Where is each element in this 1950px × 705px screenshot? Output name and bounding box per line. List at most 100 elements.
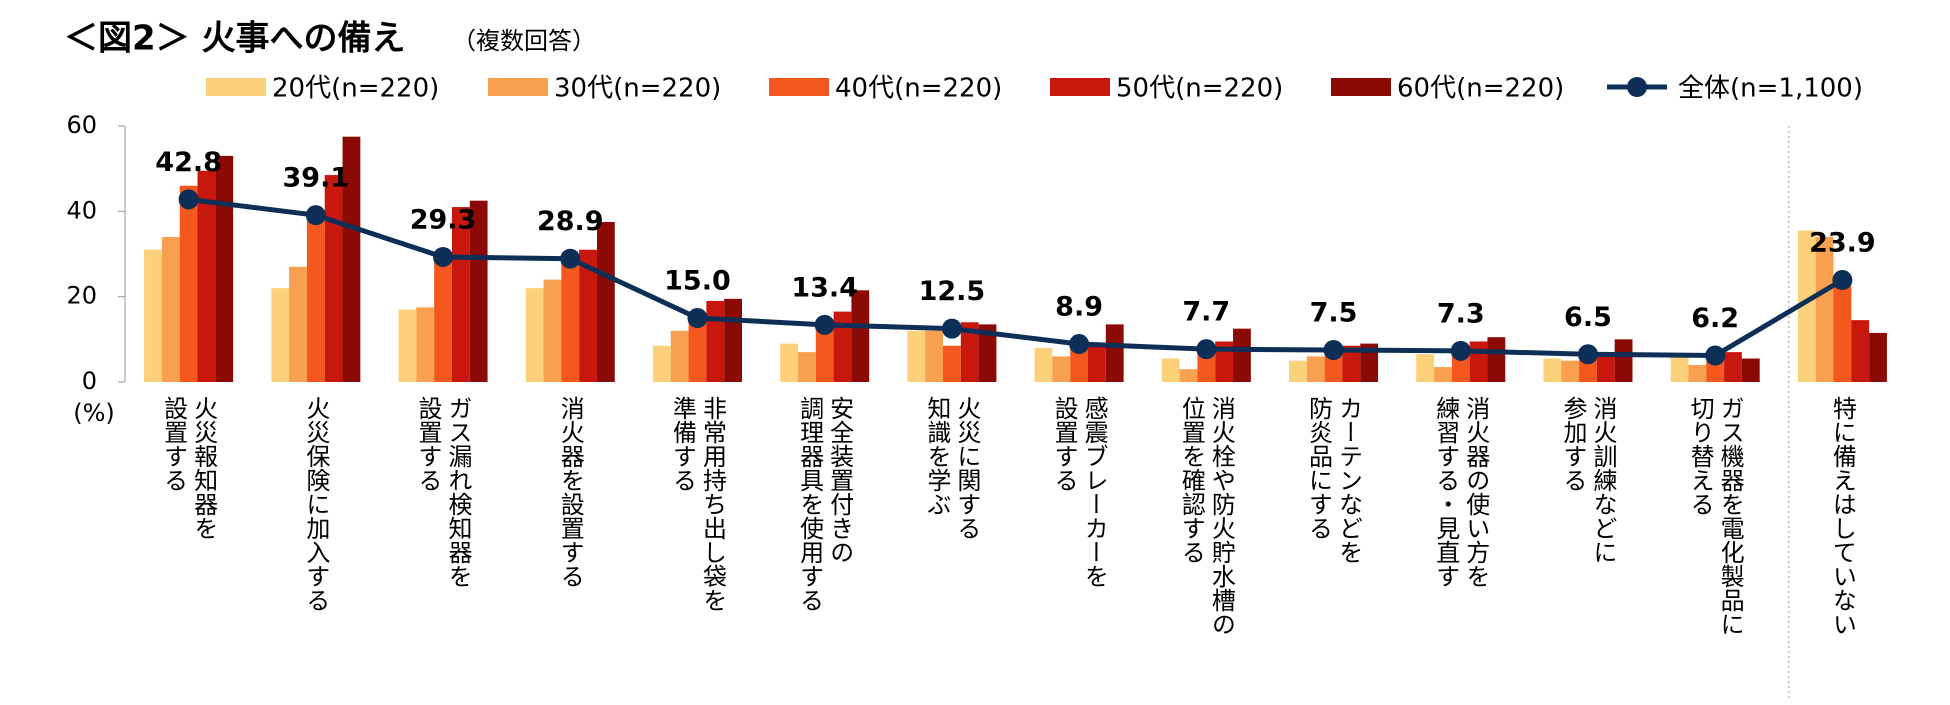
bar — [1088, 343, 1106, 382]
y-tick-label: 60 — [66, 111, 97, 139]
line-marker — [1705, 345, 1726, 366]
value-label: 12.5 — [919, 276, 986, 307]
bar — [1469, 341, 1488, 382]
bar — [1105, 324, 1124, 382]
y-tick-label: 40 — [66, 196, 97, 224]
legend-label: 60代(n=220) — [1397, 74, 1564, 104]
line-marker — [1450, 340, 1471, 361]
bar — [942, 345, 961, 382]
bar — [1034, 347, 1053, 382]
legend-marker — [1627, 77, 1647, 97]
x-tick-label: 参加する — [1559, 396, 1587, 492]
bar — [434, 256, 452, 382]
bar — [1052, 356, 1071, 382]
x-tick-label: 設置する — [1050, 396, 1078, 492]
bar — [1688, 364, 1707, 382]
bar — [197, 170, 216, 382]
legend-label: 40代(n=220) — [835, 74, 1002, 104]
legend-label: 50代(n=220) — [1116, 74, 1283, 104]
line-marker — [178, 189, 199, 210]
bar — [1851, 320, 1870, 382]
value-label: 6.2 — [1691, 303, 1739, 334]
bar — [579, 249, 597, 382]
x-tick-label: 感震ブレーカーを — [1080, 396, 1108, 588]
bar — [144, 249, 162, 382]
line-marker — [1577, 344, 1598, 365]
line-marker — [305, 205, 326, 226]
legend-swatch — [1050, 78, 1110, 96]
bar — [1306, 356, 1325, 382]
bar — [978, 324, 997, 382]
x-tick-label: 練習する・見直す — [1432, 396, 1460, 588]
value-label: 23.9 — [1809, 228, 1876, 259]
bar — [1179, 369, 1198, 382]
bar — [1797, 230, 1816, 382]
bar — [780, 343, 798, 382]
bar — [1434, 367, 1452, 382]
value-label: 15.0 — [664, 266, 731, 297]
bar — [1833, 279, 1852, 382]
bar — [451, 207, 470, 382]
x-tick-label: 知識を学ぶ — [923, 396, 951, 516]
bar — [1543, 358, 1562, 382]
line-marker — [1069, 334, 1090, 355]
bar — [179, 185, 198, 382]
value-label: 13.4 — [791, 272, 858, 303]
bar — [1670, 356, 1689, 382]
x-tick-label: 火災報知器を — [190, 396, 218, 540]
bar — [324, 175, 343, 382]
x-tick-label: 非常用持ち出し袋を — [698, 396, 726, 612]
bar — [525, 288, 544, 382]
bar — [1741, 358, 1760, 382]
x-tick-label: カーテンなどを — [1335, 396, 1363, 564]
value-label: 42.8 — [155, 147, 222, 178]
legend-label: 30代(n=220) — [554, 74, 721, 104]
value-label: 7.5 — [1310, 298, 1358, 329]
value-label: 6.5 — [1564, 302, 1612, 333]
bar — [815, 326, 834, 382]
bar — [1706, 360, 1725, 382]
legend-swatch — [206, 78, 266, 96]
line-marker — [1323, 340, 1344, 360]
y-tick-label: 0 — [82, 367, 97, 395]
x-tick-label: 火災保険に加入する — [302, 396, 330, 612]
bar — [1360, 343, 1379, 382]
legend-label: 20代(n=220) — [272, 74, 439, 104]
bar — [561, 262, 580, 382]
legend-swatch — [488, 78, 548, 96]
line — [188, 196, 1844, 359]
bar — [724, 298, 742, 382]
legend-label: 全体(n=1,100) — [1678, 74, 1863, 104]
value-label: 7.3 — [1437, 298, 1485, 329]
bar — [1815, 236, 1834, 382]
bar — [1596, 352, 1615, 382]
bar — [596, 222, 615, 382]
line-marker — [1196, 339, 1217, 360]
bar — [306, 215, 325, 382]
x-tick-label: 設置する — [160, 396, 188, 492]
bar — [469, 200, 488, 382]
bar — [797, 352, 816, 382]
chart-subtitle: （複数回答） — [452, 27, 596, 55]
bar — [670, 330, 689, 382]
bar — [907, 330, 926, 382]
bar — [1561, 360, 1580, 382]
legend-swatch — [769, 78, 829, 96]
x-tick-label: 安全装置付きの — [826, 396, 854, 564]
y-tick-label: 20 — [66, 282, 97, 310]
x-tick-label: 消火訓練などに — [1589, 396, 1617, 564]
bar — [398, 309, 417, 382]
value-label: 29.3 — [410, 204, 477, 235]
line-marker — [687, 308, 708, 328]
bar — [416, 307, 435, 382]
bar — [543, 279, 562, 382]
bar — [851, 290, 870, 382]
bar — [161, 236, 180, 382]
bar — [1233, 328, 1251, 382]
bar — [1070, 347, 1089, 382]
x-tick-label: 設置する — [414, 396, 442, 492]
bar — [215, 155, 234, 382]
y-unit-label: (%) — [73, 399, 115, 427]
line-marker — [1832, 270, 1853, 291]
line-marker — [814, 314, 835, 335]
